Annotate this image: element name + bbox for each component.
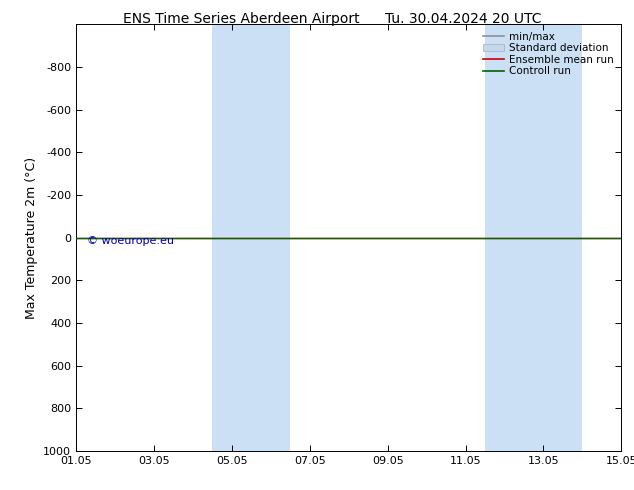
Bar — [485, 24, 583, 451]
Text: ENS Time Series Aberdeen Airport: ENS Time Series Aberdeen Airport — [122, 12, 359, 26]
Bar — [212, 24, 290, 451]
Y-axis label: Max Temperature 2m (°C): Max Temperature 2m (°C) — [25, 157, 37, 318]
Text: © woeurope.eu: © woeurope.eu — [87, 236, 174, 245]
Legend: min/max, Standard deviation, Ensemble mean run, Controll run: min/max, Standard deviation, Ensemble me… — [481, 30, 616, 78]
Text: Tu. 30.04.2024 20 UTC: Tu. 30.04.2024 20 UTC — [385, 12, 541, 26]
